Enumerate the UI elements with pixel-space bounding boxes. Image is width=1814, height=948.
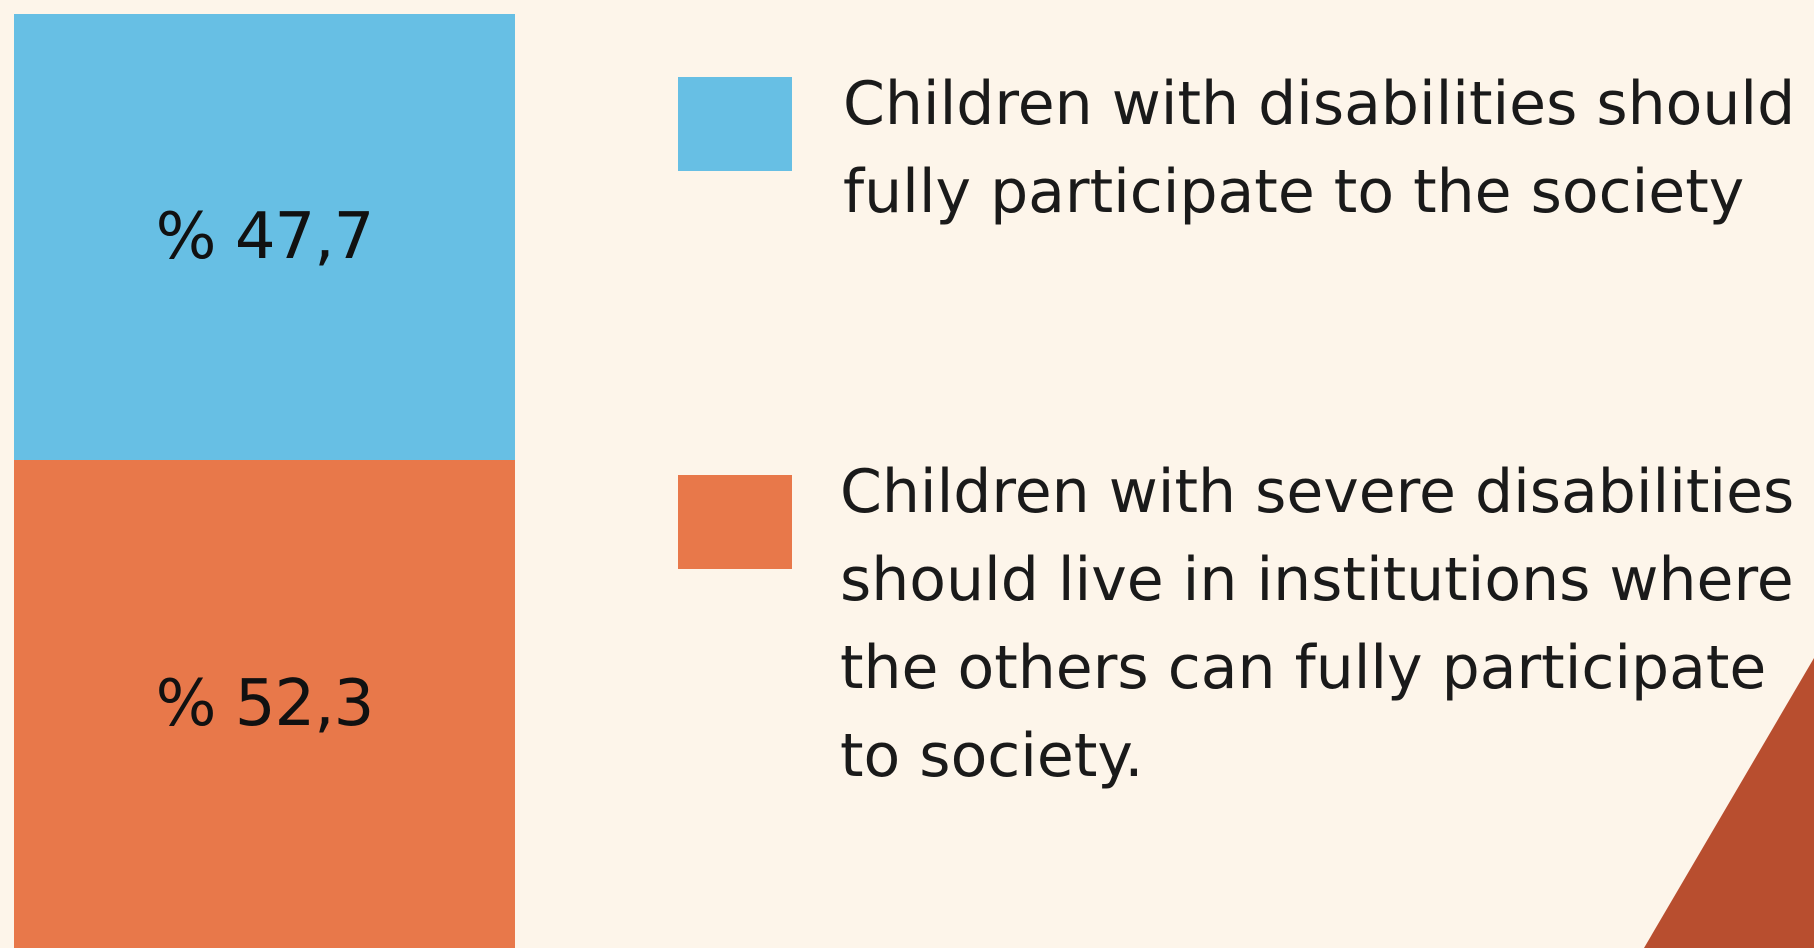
- data-label-institutions: % 52,3: [155, 666, 375, 741]
- legend-label-participate: Children with disabilities should fully …: [843, 69, 1796, 227]
- bar-segment-participate: % 47,7: [14, 14, 515, 460]
- legend-swatch-participate: [678, 77, 792, 171]
- legend-label-institutions: Children with severe disabilities should…: [840, 457, 1795, 791]
- data-label-participate: % 47,7: [155, 199, 375, 274]
- bar-segment-institutions: % 52,3: [14, 459, 515, 948]
- corner-accent-shape: [1644, 658, 1814, 948]
- legend-swatch-institutions: [678, 475, 792, 569]
- stacked-bar: % 47,7 % 52,3: [14, 14, 515, 948]
- corner-accent-triangle: [1644, 658, 1814, 948]
